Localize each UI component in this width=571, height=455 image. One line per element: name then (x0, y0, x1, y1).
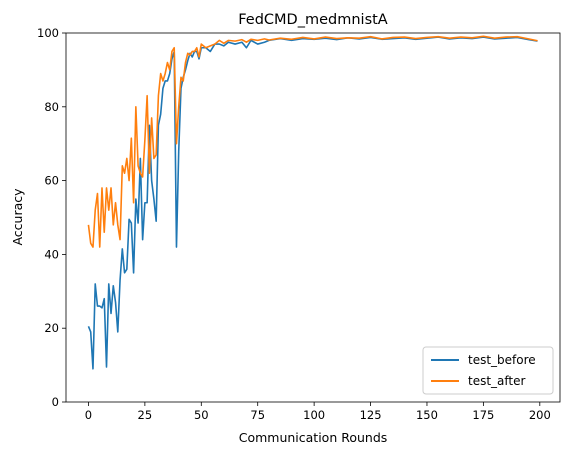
x-tick-label: 150 (416, 408, 438, 422)
plot-area (66, 33, 560, 402)
plot-frame (65, 32, 561, 403)
y-tick-label: 60 (44, 174, 59, 188)
legend-label-test-after: test_after (468, 374, 526, 388)
y-tick-label: 100 (37, 26, 59, 40)
y-axis-ticks: 0 20 40 60 80 100 (37, 26, 66, 409)
y-tick-label: 20 (44, 321, 59, 335)
y-tick-label: 80 (44, 100, 59, 114)
x-axis-ticks: 0 25 50 75 100 125 150 175 200 (85, 402, 551, 422)
x-tick-label: 0 (85, 408, 92, 422)
x-tick-label: 75 (250, 408, 265, 422)
series-line-test-after (87, 35, 538, 248)
x-axis-label: Communication Rounds (239, 430, 388, 445)
y-tick-label: 0 (52, 395, 59, 409)
x-tick-label: 100 (303, 408, 325, 422)
x-tick-label: 125 (360, 408, 382, 422)
x-tick-label: 200 (529, 408, 551, 422)
y-tick-label: 40 (44, 247, 59, 261)
legend-label-test-before: test_before (468, 353, 536, 367)
legend: test_before test_after (422, 346, 554, 395)
x-tick-label: 50 (194, 408, 209, 422)
series-layer (87, 35, 538, 370)
x-tick-label: 175 (472, 408, 494, 422)
x-tick-label: 25 (138, 408, 153, 422)
legend-box (422, 346, 554, 395)
y-axis-label: Accuracy (10, 188, 25, 246)
chart-title: FedCMD_medmnistA (238, 12, 388, 28)
